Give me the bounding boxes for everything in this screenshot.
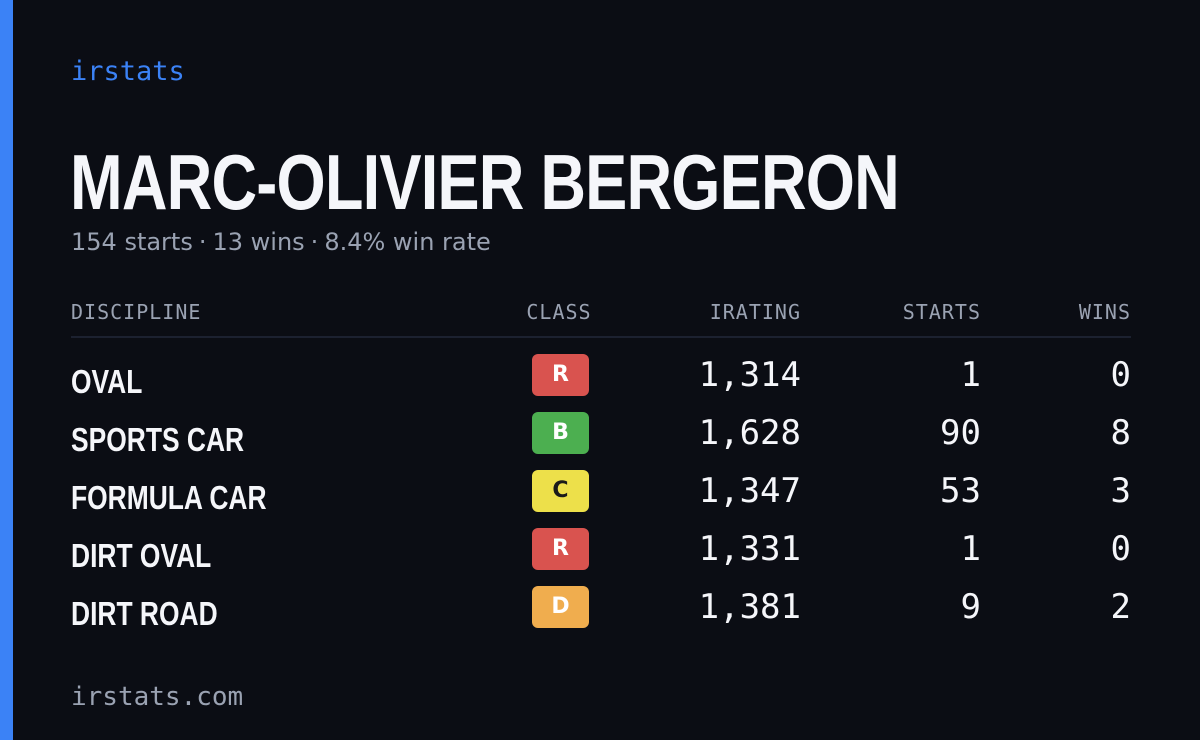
table-header-row: DISCIPLINE CLASS IRATING STARTS WINS	[71, 298, 1131, 338]
license-class-badge: R	[532, 354, 589, 396]
starts-value: 1	[960, 529, 981, 569]
wins-value: 0	[1110, 529, 1131, 569]
wins-value: 8	[1110, 413, 1131, 453]
summary-starts: 154 starts	[71, 228, 193, 256]
irating-value: 1,347	[698, 471, 801, 511]
header-irating: IRATING	[709, 300, 801, 324]
wins-value: 2	[1110, 587, 1131, 627]
discipline-name: DIRT ROAD	[71, 595, 218, 632]
license-class-badge: B	[532, 412, 589, 454]
starts-value: 53	[940, 471, 981, 511]
table-row: SPORTS CAR B 1,628 90 8	[71, 410, 1131, 468]
starts-value: 9	[960, 587, 981, 627]
starts-value: 90	[940, 413, 981, 453]
discipline-name: OVAL	[71, 363, 143, 400]
summary-separator: ·	[198, 228, 207, 256]
table-body: OVAL R 1,314 1 0 SPORTS CAR B 1,628 90 8…	[71, 352, 1131, 642]
table-row: OVAL R 1,314 1 0	[71, 352, 1131, 410]
header-class: CLASS	[526, 300, 592, 324]
irating-value: 1,628	[698, 413, 801, 453]
license-class-badge: D	[532, 586, 589, 628]
header-starts: STARTS	[902, 300, 981, 324]
license-class-badge: C	[532, 470, 589, 512]
accent-bar	[0, 0, 13, 740]
license-class-badge: R	[532, 528, 589, 570]
table-row: DIRT OVAL R 1,331 1 0	[71, 526, 1131, 584]
driver-name: MARC-OLIVIER BERGERON	[70, 138, 900, 226]
wins-value: 3	[1110, 471, 1131, 511]
table-row: FORMULA CAR C 1,347 53 3	[71, 468, 1131, 526]
irating-value: 1,381	[698, 587, 801, 627]
irating-value: 1,331	[698, 529, 801, 569]
discipline-name: SPORTS CAR	[71, 421, 245, 458]
discipline-stats-table: DISCIPLINE CLASS IRATING STARTS WINS OVA…	[71, 298, 1131, 642]
discipline-name: FORMULA CAR	[71, 479, 267, 516]
summary-wins: 13 wins	[212, 228, 305, 256]
header-wins: WINS	[1078, 300, 1131, 324]
driver-summary: 154 starts · 13 wins · 8.4% win rate	[71, 228, 491, 256]
summary-separator: ·	[310, 228, 319, 256]
footer-url[interactable]: irstats.com	[71, 682, 244, 712]
header-discipline: DISCIPLINE	[71, 300, 202, 324]
brand-logo-text[interactable]: irstats	[71, 56, 185, 87]
wins-value: 0	[1110, 355, 1131, 395]
starts-value: 1	[960, 355, 981, 395]
summary-win-rate: 8.4% win rate	[324, 228, 491, 256]
table-row: DIRT ROAD D 1,381 9 2	[71, 584, 1131, 642]
irating-value: 1,314	[698, 355, 801, 395]
discipline-name: DIRT OVAL	[71, 537, 212, 574]
